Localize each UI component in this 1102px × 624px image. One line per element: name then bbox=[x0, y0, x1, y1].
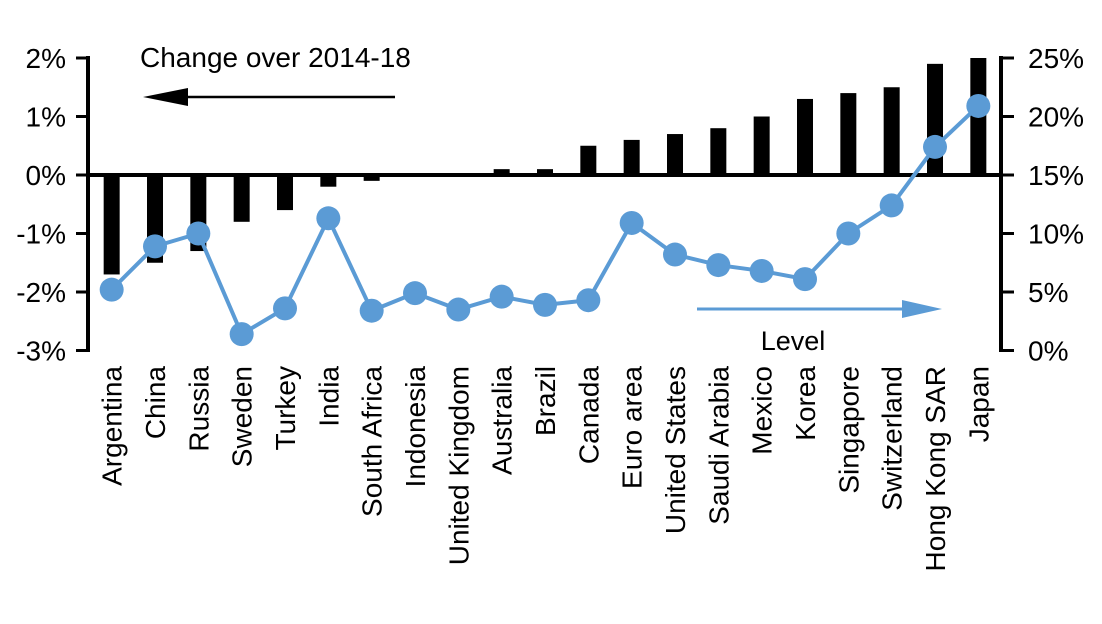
category-label: Brazil bbox=[530, 366, 561, 436]
bar bbox=[797, 98, 813, 175]
bar bbox=[840, 93, 857, 175]
left-axis-tick-label: 2% bbox=[26, 43, 66, 74]
category-label: Russia bbox=[183, 366, 214, 452]
level-point bbox=[186, 221, 211, 246]
bar bbox=[710, 128, 727, 175]
level-annotation-label: Level bbox=[761, 326, 826, 356]
left-axis-tick-label: 0% bbox=[26, 160, 66, 191]
category-label: South Africa bbox=[357, 366, 388, 517]
level-point bbox=[403, 281, 427, 306]
level-point bbox=[229, 322, 254, 347]
level-point bbox=[966, 93, 991, 118]
category-label: Euro area bbox=[617, 366, 648, 489]
bar bbox=[233, 175, 250, 222]
bar bbox=[363, 175, 380, 181]
bar bbox=[320, 175, 337, 187]
category-label: Canada bbox=[573, 366, 604, 465]
level-point bbox=[923, 134, 947, 159]
category-label: China bbox=[140, 366, 171, 440]
level-point bbox=[576, 288, 601, 313]
category-label: Argentina bbox=[97, 366, 128, 486]
bar bbox=[883, 87, 900, 175]
bar bbox=[667, 134, 683, 175]
level-point bbox=[533, 292, 557, 317]
level-point bbox=[619, 210, 644, 235]
level-point bbox=[143, 234, 167, 259]
bar bbox=[623, 139, 640, 175]
right-axis-tick-label: 5% bbox=[1028, 277, 1068, 308]
left-axis-tick-label: 1% bbox=[26, 102, 66, 133]
level-point bbox=[489, 284, 514, 309]
right-axis-tick-label: 0% bbox=[1028, 336, 1068, 367]
category-label: Switzerland bbox=[877, 366, 908, 511]
category-label: Sweden bbox=[227, 366, 258, 467]
left-axis-tick-label: -3% bbox=[16, 336, 66, 367]
right-axis-tick-label: 20% bbox=[1028, 102, 1084, 133]
level-line-series-group bbox=[99, 93, 991, 347]
category-label: Australia bbox=[487, 366, 518, 475]
change-annotation-label: Change over 2014-18 bbox=[140, 42, 411, 73]
category-label: India bbox=[313, 366, 344, 427]
level-point bbox=[879, 193, 904, 218]
bar bbox=[277, 175, 293, 211]
level-point bbox=[99, 277, 124, 302]
bar bbox=[493, 169, 510, 175]
level-point bbox=[446, 297, 471, 322]
category-label: Mexico bbox=[747, 366, 778, 455]
category-label: Korea bbox=[790, 366, 821, 441]
right-arrow-icon bbox=[697, 300, 942, 318]
category-label: United States bbox=[660, 366, 691, 534]
level-point bbox=[663, 242, 687, 267]
level-point bbox=[359, 298, 384, 323]
right-axis-ticks-group: 25% 20% 15% 10% 5% 0% bbox=[1001, 43, 1084, 367]
bar bbox=[580, 145, 597, 175]
bar bbox=[103, 175, 120, 275]
category-label: Singapore bbox=[833, 366, 864, 494]
left-axis-tick-label: -1% bbox=[16, 219, 66, 250]
level-point bbox=[273, 296, 297, 321]
category-label: Saudi Arabia bbox=[703, 366, 734, 525]
category-label: Turkey bbox=[270, 366, 301, 451]
level-point bbox=[316, 206, 341, 231]
category-labels-group: Argentina China Russia Sweden Turkey India Sou… bbox=[97, 366, 995, 572]
left-axis-ticks-group: 2% 1% 0% -1% -2% -3% bbox=[16, 43, 88, 367]
level-point bbox=[749, 258, 774, 283]
bar bbox=[753, 116, 770, 175]
right-axis-tick-label: 15% bbox=[1028, 160, 1084, 191]
right-axis-tick-label: 10% bbox=[1028, 219, 1084, 250]
left-arrow-icon bbox=[143, 88, 395, 106]
category-label: Indonesia bbox=[400, 366, 431, 488]
category-label: Japan bbox=[963, 366, 994, 442]
bar bbox=[537, 169, 553, 175]
right-axis-tick-label: 25% bbox=[1028, 43, 1084, 74]
category-label: Hong Kong SAR bbox=[920, 366, 951, 571]
level-point bbox=[793, 267, 817, 292]
category-label: United Kingdom bbox=[443, 366, 474, 565]
level-point bbox=[706, 253, 731, 278]
level-point bbox=[836, 221, 861, 246]
left-axis-tick-label: -2% bbox=[16, 277, 66, 308]
